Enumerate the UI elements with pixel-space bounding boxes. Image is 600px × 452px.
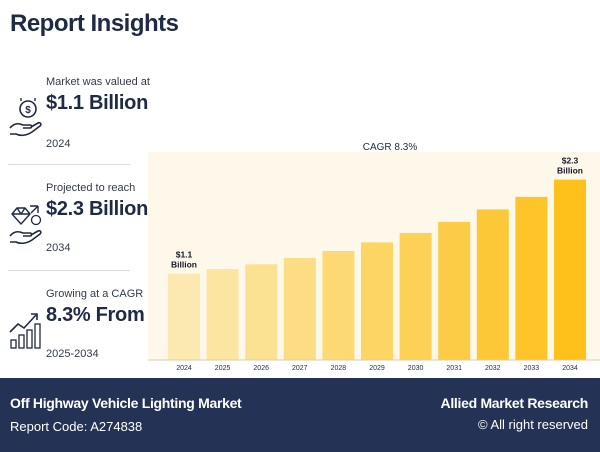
copyright: © All right reserved bbox=[477, 417, 588, 432]
stat-market-value: $ Market was valued at $1.1 Billion 2024 bbox=[0, 76, 150, 176]
data-label: $2.3 bbox=[562, 156, 579, 166]
x-tick-label: 2033 bbox=[524, 365, 540, 372]
stat-label: Growing at a CAGR bbox=[46, 288, 144, 300]
bar-2024 bbox=[168, 273, 200, 360]
brand-name: Allied Market Research bbox=[440, 395, 589, 411]
bar-2032 bbox=[476, 209, 509, 360]
bar-2025 bbox=[206, 269, 239, 360]
x-tick-label: 2027 bbox=[292, 365, 308, 372]
data-label: Billion bbox=[171, 260, 197, 270]
stat-value: $2.3 Billion bbox=[46, 198, 148, 220]
x-tick-label: 2024 bbox=[176, 365, 192, 372]
page-title: Report Insights bbox=[10, 10, 179, 37]
bar-2031 bbox=[438, 221, 471, 360]
x-tick-label: 2028 bbox=[331, 365, 347, 372]
x-tick-label: 2034 bbox=[562, 365, 578, 372]
bar-2027 bbox=[283, 258, 316, 360]
data-label: $1.1 bbox=[176, 250, 193, 260]
stat-value: $1.1 Billion bbox=[46, 92, 148, 114]
divider bbox=[8, 164, 130, 165]
stat-label: Market was valued at bbox=[46, 76, 150, 88]
stat-cagr: Growing at a CAGR 8.3% From 2025-2034 bbox=[0, 288, 145, 388]
svg-text:$: $ bbox=[25, 105, 31, 116]
x-tick-label: 2029 bbox=[369, 365, 385, 372]
stat-label: Projected to reach bbox=[46, 182, 136, 194]
x-tick-label: 2026 bbox=[253, 365, 269, 372]
divider bbox=[8, 270, 130, 271]
market-name: Off Highway Vehicle Lighting Market bbox=[10, 395, 242, 411]
diamond-hand-icon bbox=[9, 205, 42, 244]
chart-title: CAGR 8.3% bbox=[363, 142, 418, 153]
footer-bar: Off Highway Vehicle Lighting Market Repo… bbox=[0, 378, 600, 452]
stat-year: 2024 bbox=[46, 138, 71, 150]
stat-year: 2034 bbox=[46, 242, 71, 254]
x-tick-label: 2030 bbox=[408, 365, 424, 372]
bar-2034 bbox=[554, 179, 586, 360]
report-code: Report Code: A274838 bbox=[10, 419, 143, 434]
bar-2026 bbox=[245, 264, 278, 360]
money-hand-icon: $ bbox=[9, 98, 42, 137]
bar-2029 bbox=[361, 242, 393, 360]
stat-value: 8.3% From bbox=[46, 304, 145, 326]
x-tick-label: 2032 bbox=[485, 365, 501, 372]
stat-year: 2025-2034 bbox=[46, 348, 99, 360]
x-tick-label: 2025 bbox=[215, 365, 231, 372]
bar-2028 bbox=[322, 250, 355, 360]
x-tick-label: 2031 bbox=[446, 365, 462, 372]
bar-2030 bbox=[399, 232, 432, 360]
stat-projected-value: Projected to reach $2.3 Billion 2034 bbox=[0, 182, 148, 282]
data-label: Billion bbox=[557, 166, 583, 176]
bar-2033 bbox=[515, 196, 548, 360]
growth-chart-icon bbox=[9, 313, 41, 349]
